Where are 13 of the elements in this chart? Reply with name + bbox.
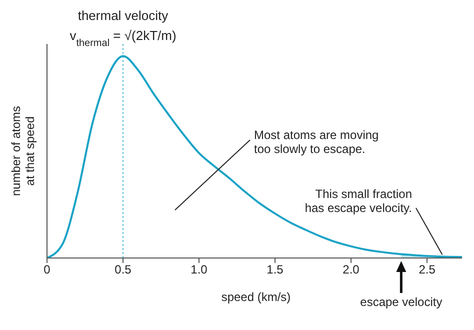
x-tick-label: 2.0	[342, 262, 360, 277]
x-tick-label: 0.5	[114, 262, 132, 277]
x-axis-title: speed (km/s)	[221, 290, 291, 304]
text: escape velocity	[360, 295, 442, 309]
ref-line-label: thermal velocity	[78, 8, 169, 23]
x-tick-label: 0	[44, 262, 51, 277]
annotation: Most atoms are moving too slowly to escape.	[254, 128, 379, 156]
x-tick-label: 1.5	[266, 262, 284, 277]
annotation: This small fraction has escape velocity.	[304, 187, 412, 215]
x-tick-label: 1.0	[190, 262, 208, 277]
text: v$_{thermal}$ = √(2kT/m)	[70, 28, 176, 48]
x-tick-label: 2.5	[418, 262, 436, 277]
y-axis-title: number of atoms at that speed	[9, 106, 37, 196]
